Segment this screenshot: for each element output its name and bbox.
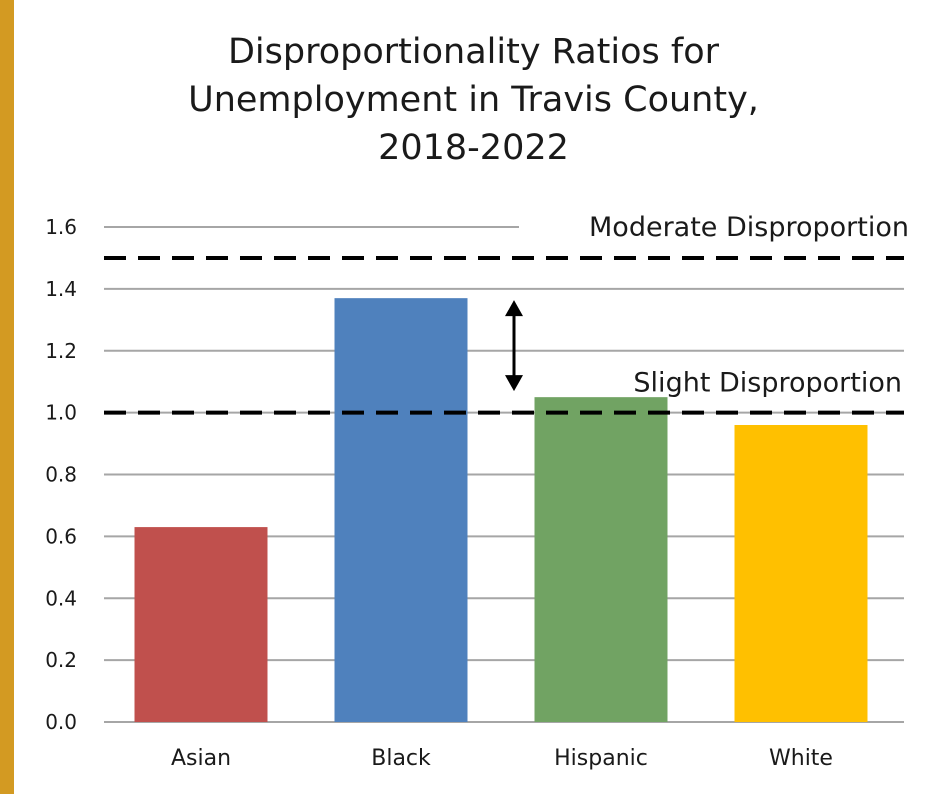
- x-tick-label-hispanic: Hispanic: [554, 746, 648, 771]
- bars: [134, 298, 868, 722]
- chart-title-line-3: 2018-2022: [378, 128, 569, 168]
- arrow-head-bottom: [505, 375, 523, 392]
- x-axis-labels: Asian Black Hispanic White: [171, 746, 833, 771]
- chart-frame: Disproportionality Ratios for Unemployme…: [14, 0, 933, 794]
- bar-chart: 0.0 0.2 0.4 0.6 0.8 1.0 1.2 1.4 1.6 Asian Black Hi…: [45, 212, 909, 771]
- chart-title-line-2: Unemployment in Travis County,: [188, 80, 759, 120]
- y-tick-label: 0.4: [45, 586, 77, 610]
- y-tick-label: 0.2: [45, 648, 77, 672]
- reference-label-slight: Slight Disproportion: [633, 368, 902, 399]
- x-tick-label-asian: Asian: [171, 746, 231, 771]
- y-tick-label: 1.6: [45, 215, 77, 239]
- chart-title: Disproportionality Ratios for Unemployme…: [14, 28, 933, 172]
- bar-black: [334, 298, 468, 722]
- y-axis-labels: 0.0 0.2 0.4 0.6 0.8 1.0 1.2 1.4 1.6: [45, 215, 77, 734]
- bar-hispanic: [534, 397, 668, 722]
- y-tick-label: 1.2: [45, 339, 77, 363]
- bar-white: [734, 425, 868, 722]
- reference-label-moderate: Moderate Disproportion: [589, 212, 909, 243]
- x-tick-label-black: Black: [371, 746, 431, 771]
- x-tick-label-white: White: [769, 746, 833, 771]
- y-tick-label: 1.0: [45, 401, 77, 425]
- y-tick-label: 0.6: [45, 524, 77, 548]
- difference-arrow: [505, 300, 523, 392]
- bar-asian: [134, 527, 268, 722]
- y-tick-label: 1.4: [45, 277, 77, 301]
- arrow-head-top: [505, 300, 523, 317]
- y-tick-label: 0.8: [45, 463, 77, 487]
- y-tick-label: 0.0: [45, 710, 77, 734]
- chart-title-line-1: Disproportionality Ratios for: [227, 32, 720, 72]
- reference-lines: Moderate Disproportion Slight Disproporti…: [104, 212, 909, 415]
